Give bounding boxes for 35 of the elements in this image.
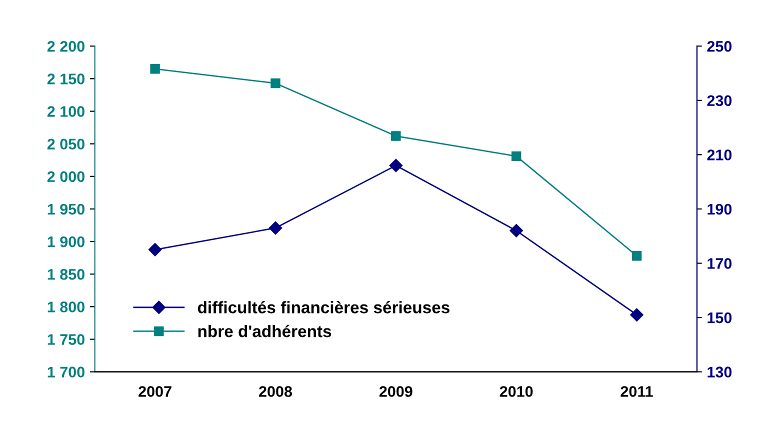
y-tick-label: 1 750 [48,334,84,345]
point [389,158,402,172]
point [510,224,523,238]
y-tick-label: 1 800 [48,302,84,312]
y-tick-label: 2 000 [47,171,84,182]
point [270,78,280,88]
point [268,221,282,235]
y-tick-label: 1 850 [48,268,84,280]
y2-tick-label: 150 [708,312,732,324]
y2-tick-label: 230 [707,95,732,106]
x-tick-label: 2011 [620,386,653,397]
point [632,251,642,261]
y-tick-label: 1 900 [48,236,84,248]
point [391,131,401,141]
point [630,308,644,322]
y-tick-label: 2 100 [47,106,84,117]
x-tick-label: 2009 [379,386,412,397]
point [511,151,522,162]
y-tick-label: 2 200 [47,40,84,52]
y2-tick-label: 250 [707,40,732,52]
point [148,243,162,256]
x-tick-label: 2010 [500,386,533,397]
x-tick-label: 2008 [259,386,292,397]
y2-tick-label: 170 [708,258,732,269]
legend-label: nbre d'adhérents [198,324,332,338]
y-tick-label: 2 150 [47,74,84,84]
y-tick-label: 2 050 [47,138,84,150]
legend-label: difficultés financières sérieuses [198,300,450,314]
x-tick-label: 2007 [138,386,172,397]
y-tick-label: 1 950 [48,204,84,215]
y2-tick-label: 190 [708,204,732,215]
y2-tick-label: 130 [708,366,732,378]
y-tick-label: 1 700 [48,366,84,378]
y2-tick-label: 210 [707,150,732,160]
point [150,64,160,74]
